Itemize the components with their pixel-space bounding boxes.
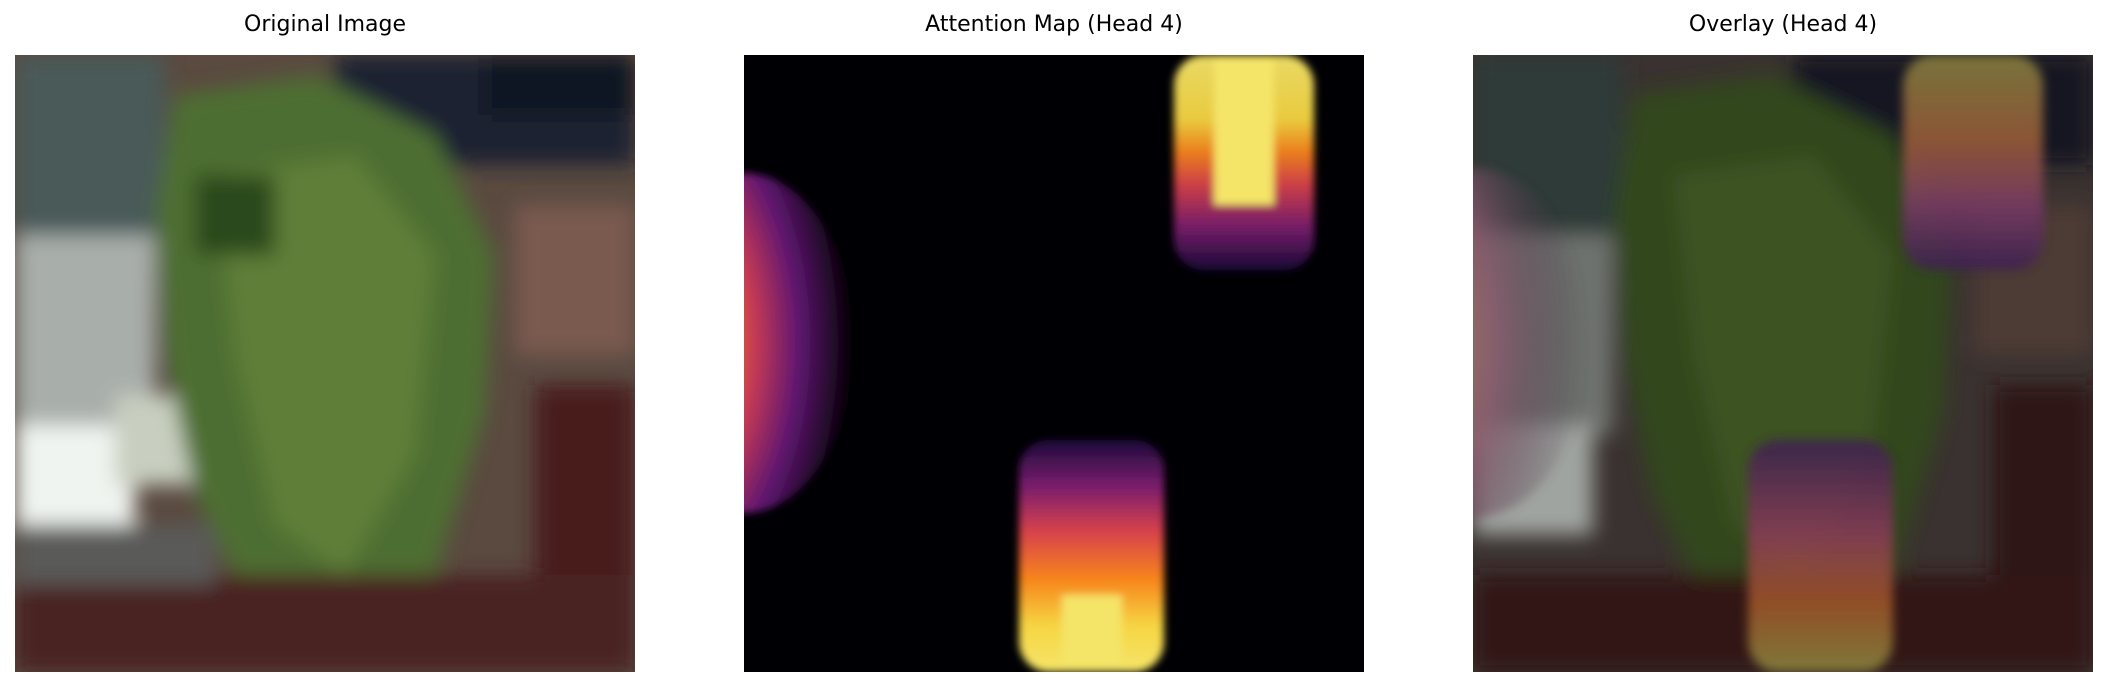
original-image-panel: Original Image: [15, 0, 635, 688]
overlay-title: Overlay (Head 4): [1688, 12, 1878, 37]
original-image: [15, 55, 635, 672]
overlay-panel: Overlay (Head 4): [1473, 0, 2093, 688]
attention-map-title: Attention Map (Head 4): [925, 12, 1183, 37]
original-image-title: Original Image: [244, 12, 406, 37]
attention-map-panel: Attention Map (Head 4): [744, 0, 1364, 688]
attention-map-image: [744, 55, 1364, 672]
overlay-image: [1473, 55, 2093, 672]
